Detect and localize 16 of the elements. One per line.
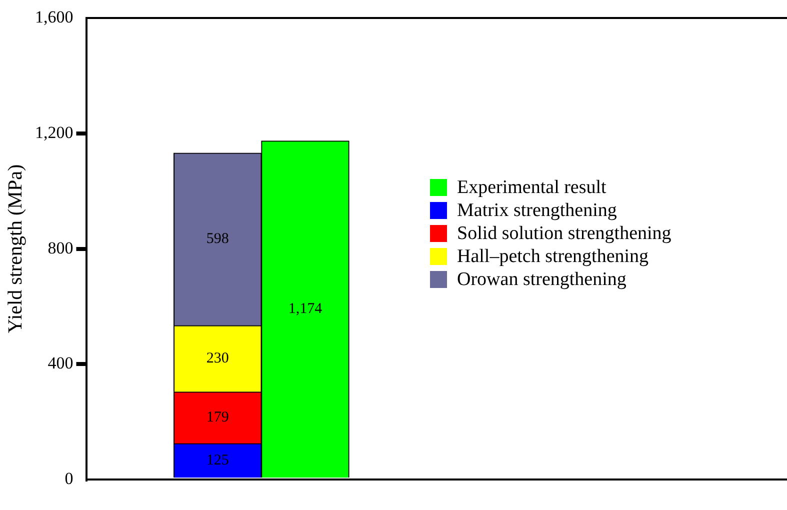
y-tick-label: 800 — [48, 238, 74, 258]
data-label: 598 — [206, 231, 229, 248]
data-label: 125 — [206, 452, 229, 469]
y-axis-title: Yield strength (MPa) — [4, 164, 26, 334]
legend-label: Experimental result — [456, 176, 608, 199]
y-tick-label: 0 — [64, 469, 74, 488]
data-label: 1,174 — [288, 301, 323, 318]
y-tick-label: 1,200 — [35, 122, 74, 142]
legend-label: Solid solution strengthening — [456, 222, 672, 245]
data-label: 179 — [206, 410, 229, 426]
data-label: 230 — [206, 350, 229, 367]
legend-label: Orowan strengthening — [456, 268, 628, 291]
y-tick-label: 400 — [48, 354, 74, 373]
y-tick-label: 1,600 — [35, 7, 74, 26]
legend-label: Hall–petch strengthening — [456, 245, 650, 268]
legend-label: Matrix strengthening — [456, 199, 618, 222]
